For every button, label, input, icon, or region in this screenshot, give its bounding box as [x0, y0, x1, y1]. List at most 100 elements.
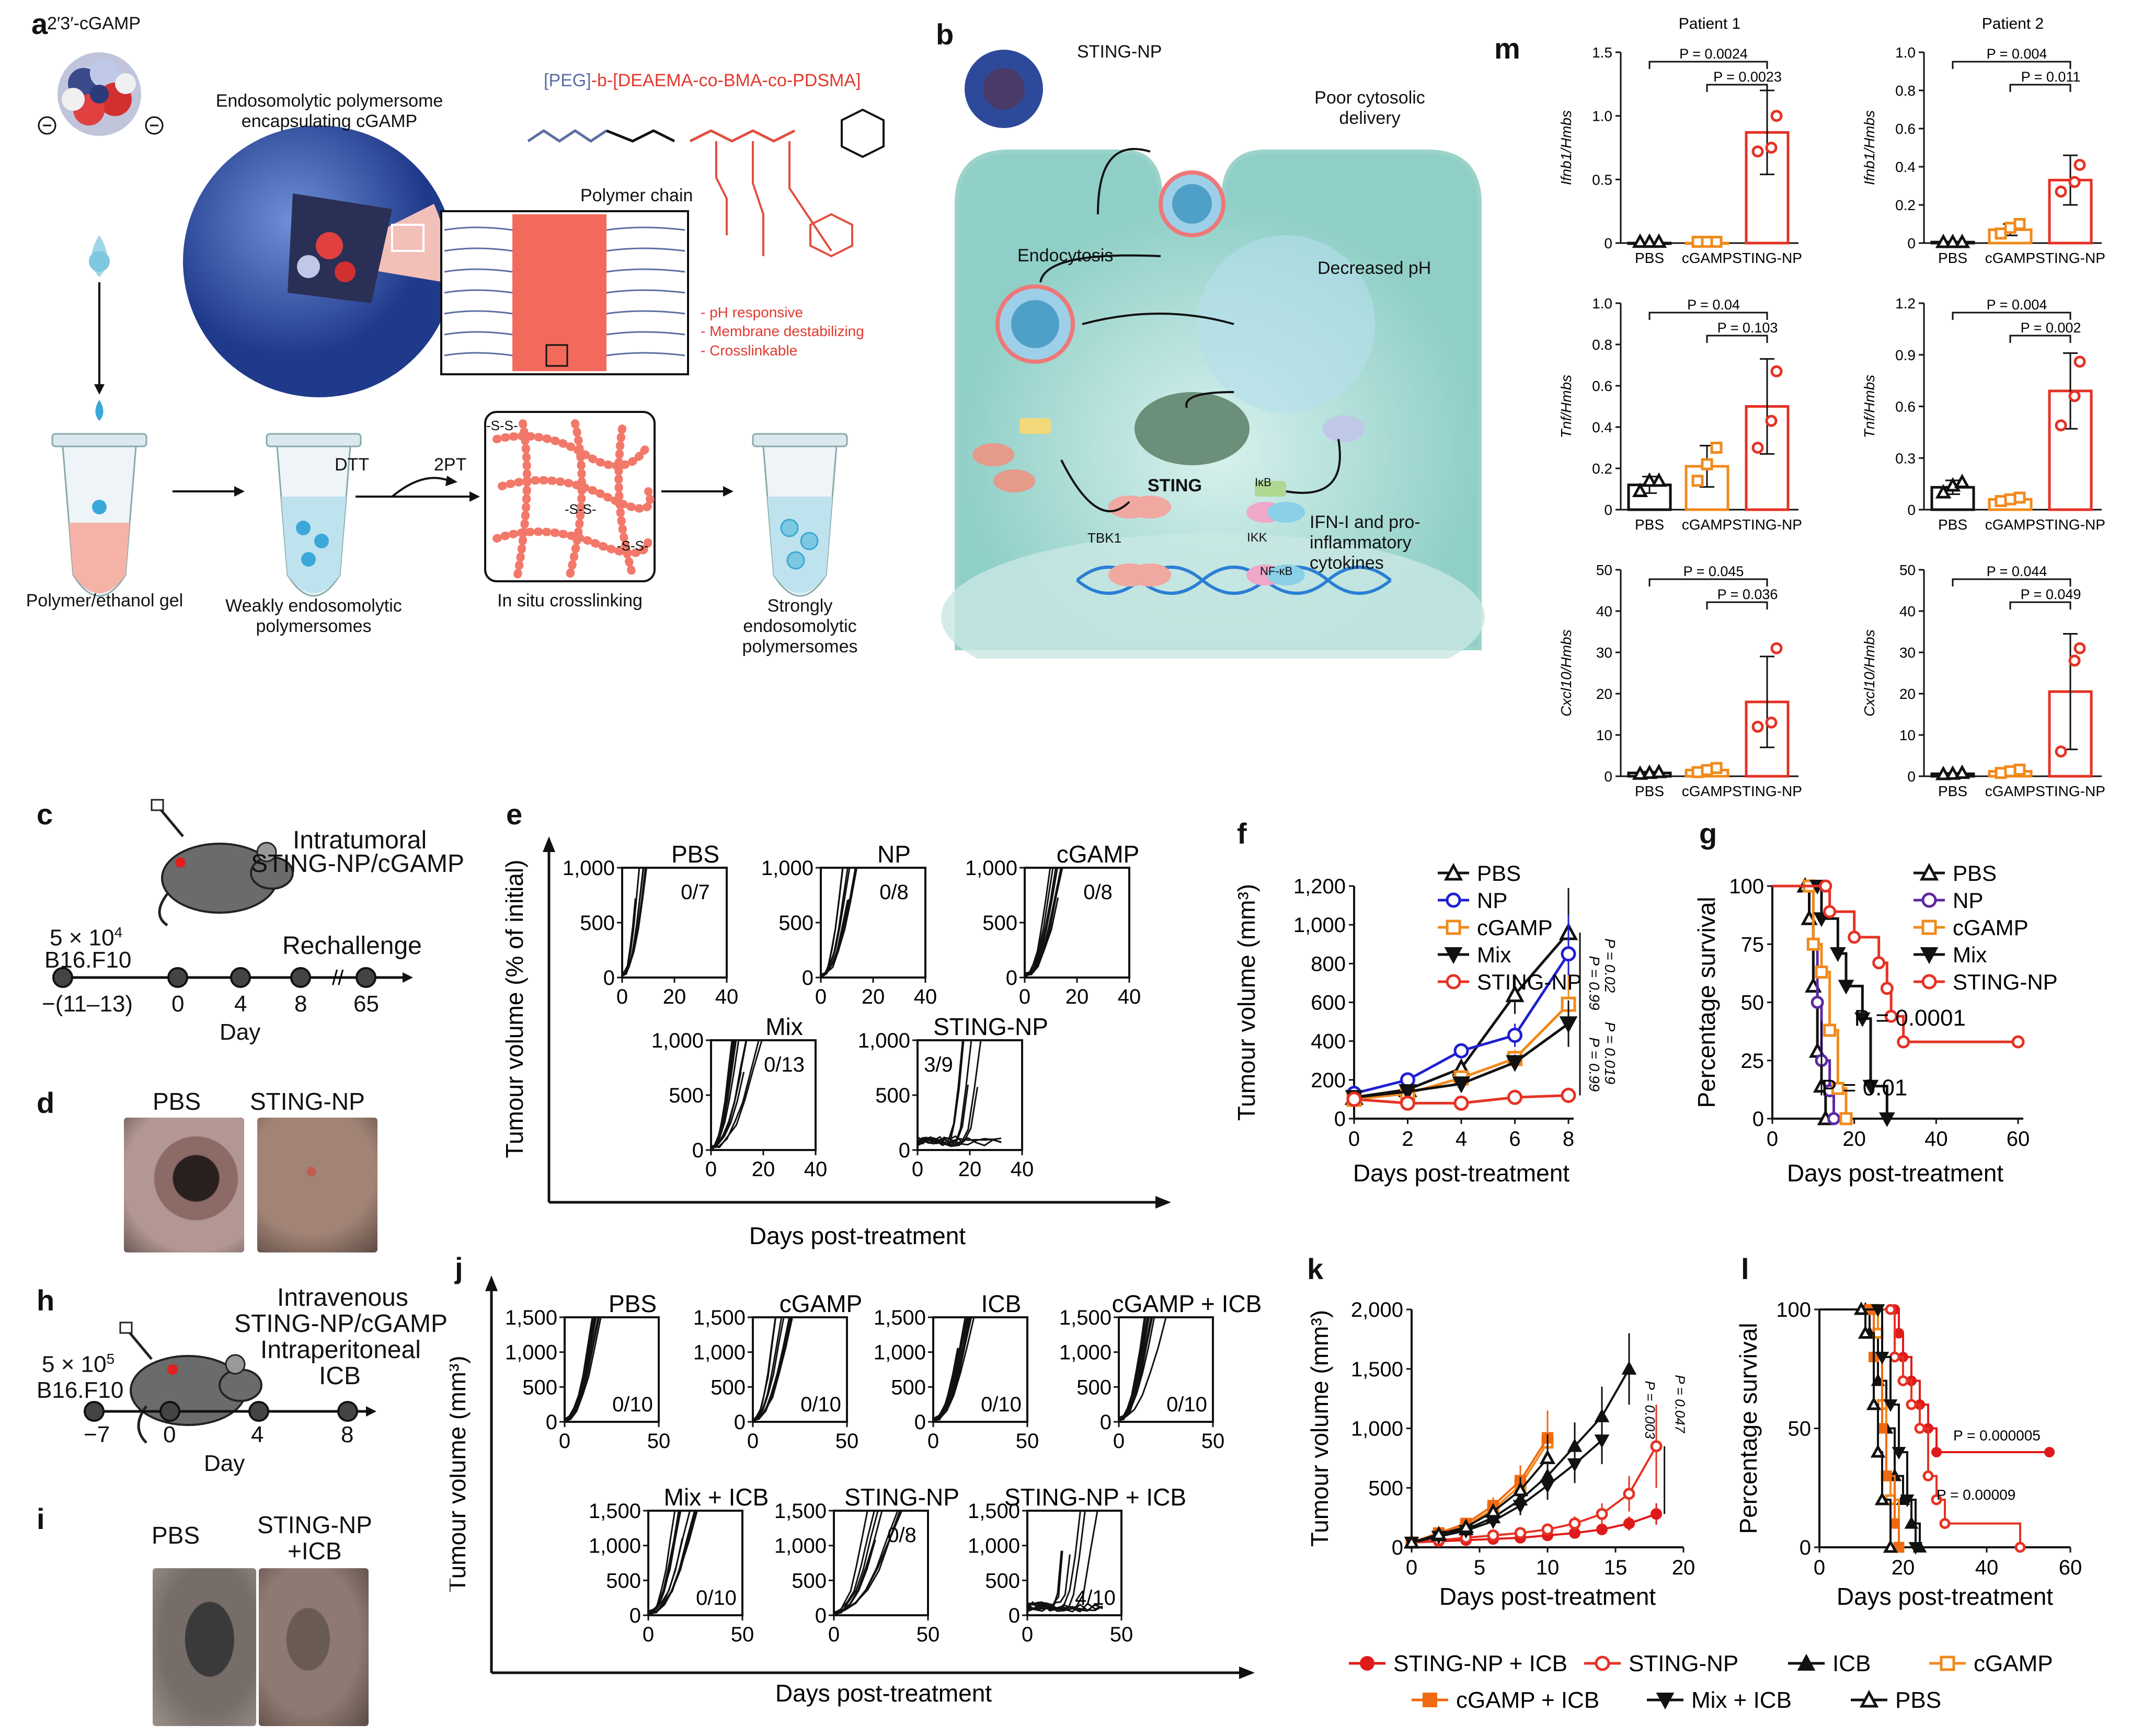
panel-label-d: d [37, 1086, 55, 1119]
panel-label-f: f [1237, 817, 1247, 850]
m-point-pbs [1641, 472, 1658, 487]
e-mix-x-tick-label: 40 [804, 1158, 828, 1181]
e-x-arrowhead [1155, 1196, 1171, 1209]
e-mix-x-tick-label: 20 [752, 1158, 775, 1181]
m-y-tick-label: 0.6 [1895, 399, 1916, 415]
tube-gel [51, 433, 147, 597]
g-point-mix [1862, 1079, 1879, 1095]
f-y-tick-label: 0 [1334, 1108, 1346, 1131]
m-point-pbs [1651, 472, 1667, 487]
m-bracket-bottom [2009, 84, 2071, 92]
m-x-tick-label: PBS [1635, 516, 1664, 533]
j-cgamp-icb-y-tick-label: 0 [1100, 1411, 1112, 1434]
e-pbs-x-tick-label: 40 [715, 985, 739, 1008]
e-np-trajectory [820, 900, 849, 975]
g-point-sting-np [1884, 1009, 1898, 1023]
c-agent: STING-NP/cGAMP [251, 850, 465, 878]
g-legend-marker [1921, 919, 1937, 935]
ss-bond-1: -S-S- [486, 418, 518, 433]
m-y-tick-label: 0.5 [1592, 171, 1612, 188]
l-point-mix-icb [1875, 1352, 1889, 1365]
e-cgamp-trajectory [1024, 897, 1059, 976]
e-sting-np-x-tick-label: 40 [1011, 1158, 1034, 1181]
j-count: 0/10 [981, 1393, 1022, 1416]
l-point-pbs [1883, 1539, 1898, 1553]
arrow-a1 [173, 486, 245, 497]
k-point-sting-np [1596, 1508, 1608, 1520]
j-mix-icb-title: Mix + ICB [664, 1484, 769, 1511]
j-icb-trajectory [933, 1317, 972, 1420]
m-y-tick-label: 1.0 [1592, 108, 1612, 124]
g-point-mix [1838, 980, 1854, 995]
f-legend-label-np: NP [1477, 888, 1507, 913]
cell-illustration [941, 50, 1485, 659]
j-cgamp-x-tick-label: 0 [747, 1430, 759, 1453]
l-x-tick-label: 20 [1892, 1556, 1915, 1579]
j-pbs-y-tick-label: 1,500 [505, 1306, 557, 1329]
m-y-tick-label: 0.2 [1895, 197, 1916, 213]
m-point-sting-np [2073, 642, 2086, 654]
j-sting-np-icb-trajectory [1027, 1602, 1103, 1613]
g-legend-label-mix: Mix [1953, 942, 1987, 967]
k-x-tick-label: 20 [1672, 1556, 1695, 1579]
tube1-label: Polymer/ethanol gel [26, 591, 184, 611]
m-y-tick-label: 1.2 [1895, 295, 1916, 312]
j-count: 0/10 [1166, 1393, 1207, 1416]
e-cgamp-y-tick-label: 1,000 [965, 857, 1017, 880]
m-point-sting-np [2068, 390, 2081, 403]
j-icb-y-tick-label: 1,000 [874, 1341, 926, 1364]
h-cells-exp: 5 [106, 1351, 115, 1367]
j-y-label: Tumour volume (mm³) [450, 1355, 471, 1592]
c-route: Intratumoral [293, 826, 427, 854]
l-point-sting-np [1939, 1518, 1951, 1529]
g-point-cgamp [1831, 1082, 1844, 1095]
j-pbs-y-tick-label: 500 [522, 1376, 557, 1399]
l-point-sting-np [2014, 1542, 2026, 1553]
k-point-sting-np-icb [1623, 1517, 1635, 1530]
e-x-label: Days post-treatment [749, 1222, 966, 1249]
crosslink-label: In situ crosslinking [497, 591, 643, 611]
h-tick-2: 4 [251, 1422, 264, 1447]
g-y-tick-label: 50 [1741, 992, 1765, 1015]
g-legend-label-np: NP [1953, 888, 1983, 913]
m-y-label: Tnf/Hmbs [1558, 375, 1574, 438]
j-icb-x-tick-label: 50 [1016, 1430, 1039, 1453]
i-sting: STING-NP [257, 1511, 372, 1538]
l-point-sting-np [1922, 1470, 1934, 1481]
g-legend-marker [1920, 947, 1939, 964]
j-cgamp-icb-trajectory [1118, 1317, 1155, 1420]
k-point-pbs [1539, 1450, 1556, 1464]
m-point-pbs [1641, 233, 1658, 248]
g-point-cgamp [1839, 1112, 1853, 1125]
f-legend-marker [1446, 892, 1461, 908]
j-mix-icb-y-tick-label: 1,500 [589, 1500, 641, 1523]
m-point-pbs [1944, 765, 1961, 780]
g-point-sting-np [1819, 879, 1832, 893]
m-x-tick-label: cGAMP [1985, 516, 2035, 533]
k-x-tick-label: 0 [1406, 1556, 1417, 1579]
g-point-mix [1878, 1112, 1895, 1128]
k-x-tick-label: 5 [1474, 1556, 1485, 1579]
f-point-mix [1506, 1055, 1524, 1072]
m-point-cgamp [2013, 763, 2026, 776]
l-p-value-2: P = 0.00009 [1937, 1487, 2015, 1503]
j-sting-np-trajectory [833, 1539, 876, 1613]
c-rechallenge: Rechallenge [282, 932, 422, 960]
j-cgamp-title: cGAMP [780, 1290, 862, 1317]
m-y-label: Ifnb1/Hmbs [1558, 110, 1574, 185]
e-sting-np-x-tick-label: 0 [912, 1158, 923, 1181]
legend-label-cgamp: cGAMP [1974, 1651, 2053, 1676]
e-sting-np-trajectory [917, 1084, 969, 1145]
f-point-sting-np [1453, 1095, 1469, 1111]
m-y-label: Tnf/Hmbs [1861, 375, 1877, 438]
j-count: 0/10 [612, 1393, 653, 1416]
membrane-bilayer [440, 210, 689, 375]
m-y-tick-label: 0 [1604, 502, 1612, 518]
m-point-cgamp [1701, 764, 1713, 776]
g-point-np [1827, 1112, 1840, 1125]
m-x-tick-label: cGAMP [1985, 250, 2035, 266]
m-bracket-top [1952, 578, 2071, 587]
e-pbs-x-tick-label: 20 [663, 985, 686, 1008]
j-sting-np-icb-trajectory [1027, 1603, 1103, 1613]
h-agent2: ICB [319, 1362, 361, 1390]
